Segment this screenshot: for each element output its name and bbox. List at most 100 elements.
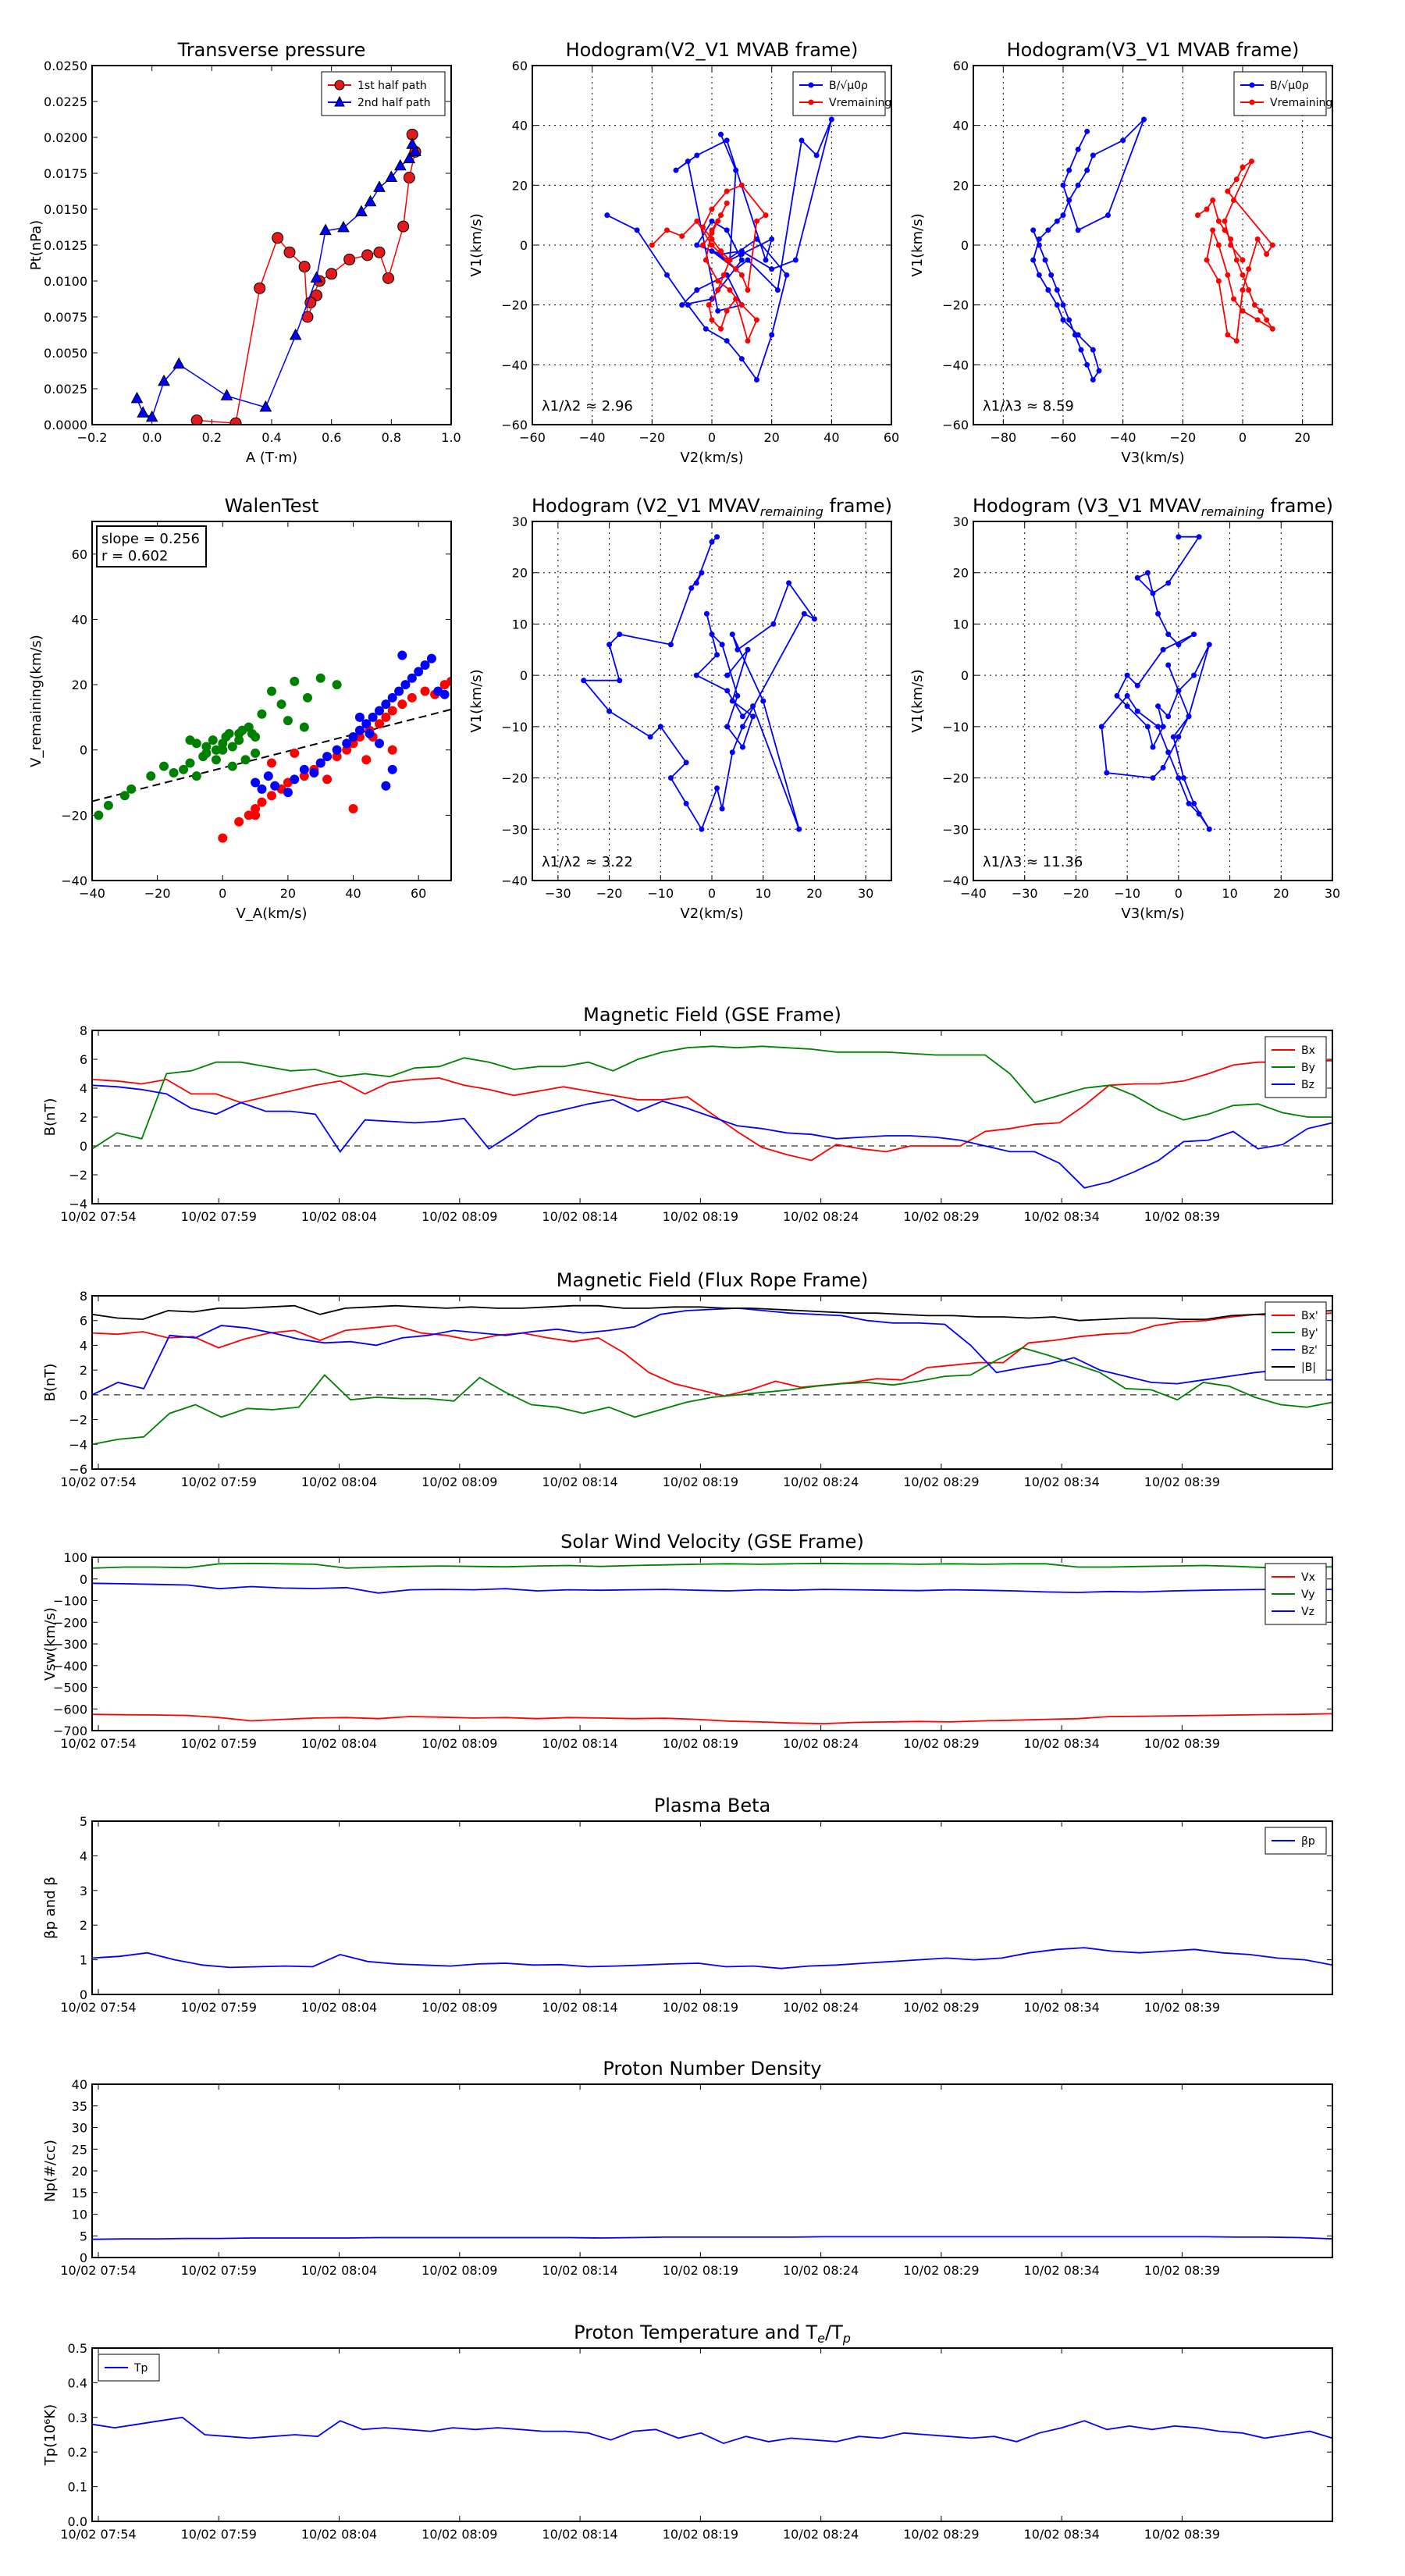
data-point [1222,227,1228,233]
x-tick-label: 40 [345,886,361,901]
x-tick-label: 20 [280,886,296,901]
x-tick-label: 10/02 08:34 [1024,2527,1100,2542]
data-point [119,791,130,801]
data-point [272,232,284,244]
x-tick-label: 10/02 08:14 [542,1475,617,1489]
y-tick-label: −20 [501,298,528,313]
x-tick-label: 10/02 08:04 [301,2527,377,2542]
legend-label: βp [1301,1835,1315,1848]
data-point [267,758,276,768]
data-point [1124,703,1130,710]
data-point [604,212,610,219]
series-1st half path [190,128,422,425]
data-point [738,182,745,188]
legend-box [792,71,886,116]
plot-frame [91,1820,1333,1995]
data-point [348,732,358,742]
x-tick-label: 0.2 [202,430,222,445]
y-tick-label: 30 [512,514,528,529]
data-point [146,771,156,781]
y-tick-label: 0.0075 [44,310,87,325]
data-point [1215,278,1222,284]
x-tick-label: 10/02 08:19 [663,1736,738,1751]
data-point [158,374,170,386]
data-point [769,266,775,272]
chart-title: Hodogram(V3_V1 MVAB frame) [1007,39,1300,61]
data-point [1269,242,1275,248]
x-tick-label: 10/02 08:19 [663,2263,738,2278]
data-point [1204,257,1210,263]
chart-title: Magnetic Field (GSE Frame) [583,1004,841,1026]
x-tick-label: 10/02 07:54 [60,2263,136,2278]
data-point [720,272,727,278]
data-point [1150,590,1156,596]
data-point [1090,377,1096,382]
data-point [315,673,325,683]
y-tick-label: 25 [72,2142,87,2157]
data-point [254,282,266,294]
y-tick-label: −600 [53,1702,87,1717]
data-point [420,660,430,670]
data-point [769,236,775,242]
data-point [348,804,358,813]
data-point [289,328,302,340]
x-tick-label: 10/02 08:09 [422,2263,497,2278]
y-tick-label: −10 [501,720,528,735]
x-tick-label: 10/02 08:34 [1024,1209,1100,1224]
data-point [1134,575,1140,581]
y-tick-label: −10 [942,720,969,735]
x-tick-label: −30 [1012,886,1038,901]
data-point [1269,326,1275,332]
data-point [1240,287,1246,293]
y-tick-label: −6 [69,1462,87,1477]
data-point [1257,308,1264,314]
y-tick-label: 0.3 [68,2411,87,2425]
x-tick-label: 10/02 08:09 [422,1475,497,1489]
panel-hodogram-v2v1-mvav: Hodogram (V2_V1 MVAVremaining frame) −40 −… [468,495,892,922]
y-tick-label: 4 [80,1848,87,1863]
data-point [1233,338,1240,344]
y-tick-label: 0.0175 [44,166,87,181]
data-point [169,768,179,777]
x-tick-label: −20 [144,886,171,901]
data-point [709,317,715,323]
data-point [299,771,309,781]
data-point [251,810,261,820]
y-tick-label: −40 [501,873,528,888]
data-point [739,744,745,750]
plot-frame [973,521,1333,881]
data-point [745,338,751,344]
data-point [1114,692,1120,699]
data-point [719,642,725,648]
data-point [1215,242,1222,248]
series-blue [1098,534,1212,832]
data-point [811,616,817,622]
series-Vremaining [649,182,769,344]
data-point [1246,266,1252,272]
series-line [92,1713,1332,1725]
panel-proton-density: Proton Number Density 0 5 10 15 20 25 30 35 40 10/… [42,2058,1333,2278]
y-tick-label: 0 [80,1572,87,1587]
data-point [1186,800,1192,806]
y-tick-label: 30 [72,2121,87,2136]
data-point [1066,197,1072,203]
data-point [745,257,751,263]
data-point [283,788,293,798]
data-point [745,646,751,653]
data-point [201,742,212,752]
y-tick-label: 30 [953,514,969,529]
data-point [667,775,674,781]
annotation: λ1/λ3 ≈ 11.36 [983,854,1083,870]
data-point [191,738,201,749]
data-point [1060,302,1066,308]
chart-title: Hodogram (V2_V1 MVAVremaining frame) [532,495,892,519]
series-Vx [92,1713,1332,1725]
y-tick-label: 6 [80,1314,87,1329]
plot-frame [91,521,452,881]
data-point [263,771,273,781]
data-point [1210,197,1216,203]
data-point [325,268,338,280]
legend-box [1233,71,1327,116]
y-tick-label: 40 [72,612,87,627]
data-point [381,781,391,791]
